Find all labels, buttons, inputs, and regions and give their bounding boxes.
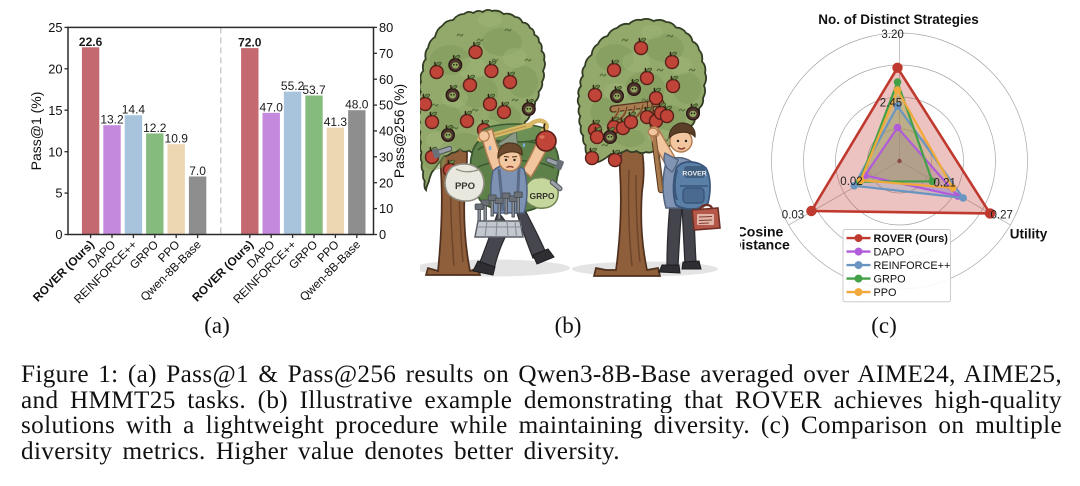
svg-text:3.20: 3.20 [881, 29, 903, 41]
svg-text:70: 70 [379, 46, 393, 61]
svg-text:Distance: Distance [740, 237, 790, 253]
svg-text:Cosine: Cosine [740, 224, 784, 240]
svg-text:DAPO: DAPO [874, 246, 905, 258]
svg-text:(b): (b) [555, 313, 582, 338]
svg-text:53.7: 53.7 [302, 83, 326, 97]
svg-text:REINFORCE++: REINFORCE++ [874, 260, 951, 272]
svg-text:Utility: Utility [1010, 227, 1048, 242]
svg-text:60: 60 [379, 72, 393, 87]
svg-text:10.9: 10.9 [165, 132, 189, 146]
svg-text:72.0: 72.0 [238, 36, 262, 50]
svg-text:14.4: 14.4 [122, 103, 146, 117]
svg-text:47.0: 47.0 [260, 100, 284, 114]
svg-text:22.6: 22.6 [79, 35, 103, 49]
svg-text:PPO: PPO [455, 181, 475, 192]
svg-text:15: 15 [48, 103, 62, 118]
svg-text:0.27: 0.27 [991, 209, 1013, 221]
svg-text:50: 50 [379, 98, 393, 113]
svg-text:(c): (c) [871, 313, 897, 338]
svg-text:No. of Distinct Strategies: No. of Distinct Strategies [818, 12, 979, 27]
svg-text:ROVER: ROVER [682, 171, 706, 178]
svg-text:GRPO: GRPO [529, 191, 554, 201]
svg-text:12.2: 12.2 [143, 121, 167, 135]
svg-text:30: 30 [379, 149, 393, 164]
svg-text:55.2: 55.2 [281, 79, 305, 93]
svg-text:2.45: 2.45 [880, 97, 902, 109]
svg-text:80: 80 [379, 20, 393, 35]
svg-text:13.2: 13.2 [100, 113, 124, 127]
svg-text:ROVER (Ours): ROVER (Ours) [874, 233, 949, 245]
svg-text:20: 20 [48, 61, 62, 76]
svg-text:0: 0 [379, 227, 386, 242]
svg-text:Pass@256 (%): Pass@256 (%) [391, 84, 407, 178]
svg-text:5: 5 [55, 186, 62, 201]
svg-text:10: 10 [379, 201, 393, 216]
svg-text:0.03: 0.03 [782, 210, 804, 222]
svg-text:25: 25 [48, 20, 62, 35]
svg-text:41.3: 41.3 [324, 115, 348, 129]
svg-text:10: 10 [48, 144, 62, 159]
svg-text:0.02: 0.02 [840, 176, 862, 188]
svg-text:40: 40 [379, 124, 393, 139]
svg-text:0.21: 0.21 [934, 177, 956, 189]
svg-text:48.0: 48.0 [345, 98, 369, 112]
svg-text:(a): (a) [204, 313, 230, 338]
svg-text:PPO: PPO [874, 287, 897, 299]
svg-text:20: 20 [379, 175, 393, 190]
svg-text:GRPO: GRPO [874, 273, 906, 285]
svg-text:Pass@1 (%): Pass@1 (%) [28, 92, 44, 171]
svg-text:0: 0 [55, 227, 62, 242]
svg-text:7.0: 7.0 [189, 164, 206, 178]
